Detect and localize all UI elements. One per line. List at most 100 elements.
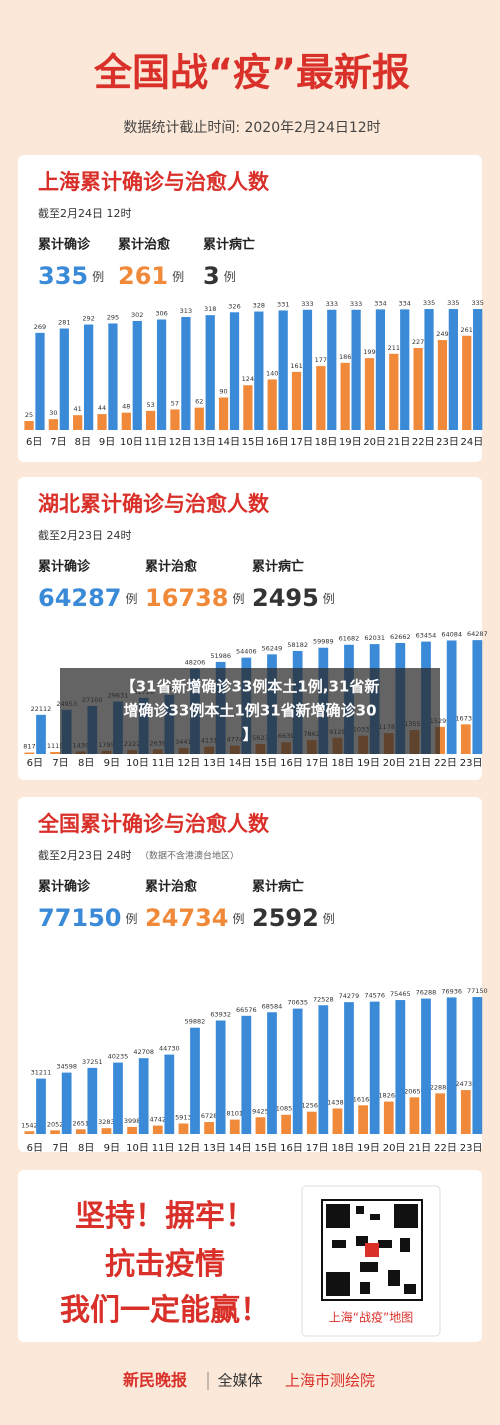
- stat-unit: 例: [172, 270, 184, 284]
- x-tick-label: 21日: [388, 437, 411, 448]
- stat-label: 累计确诊: [38, 559, 91, 575]
- value-label: 331: [277, 300, 289, 308]
- bar: [229, 1119, 240, 1134]
- bar: [181, 316, 191, 430]
- stat-value: 16738 例: [145, 584, 245, 612]
- bar: [204, 1122, 214, 1134]
- bar: [358, 1105, 368, 1134]
- bar: [255, 1117, 266, 1134]
- value-label: 15299: [430, 717, 451, 725]
- x-tick-label: 10日: [120, 437, 143, 448]
- stat-number: 2592: [252, 904, 319, 932]
- bar: [24, 1131, 35, 1134]
- bar: [383, 1101, 394, 1134]
- value-label: 281: [58, 319, 70, 327]
- value-label: 61682: [339, 635, 360, 643]
- value-label: 34598: [56, 1063, 77, 1071]
- bar: [101, 1128, 112, 1134]
- value-label: 70635: [287, 999, 308, 1007]
- value-label: 211: [388, 344, 400, 352]
- bar: [121, 412, 131, 430]
- value-label: 817: [23, 743, 35, 751]
- x-tick-label: 20日: [383, 1143, 406, 1154]
- bar: [36, 1078, 46, 1134]
- value-label: 31211: [31, 1069, 52, 1077]
- value-label: 25: [25, 411, 33, 419]
- x-tick-label: 12日: [169, 437, 192, 448]
- value-label: 68584: [262, 1002, 283, 1010]
- stat-unit: 例: [92, 270, 104, 284]
- stat-label: 累计病亡: [252, 879, 304, 895]
- stat-value: 261 例: [118, 262, 184, 290]
- value-label: 292: [82, 315, 94, 323]
- value-label: 76288: [416, 989, 437, 997]
- bar: [437, 340, 448, 430]
- x-tick-label: 23日: [436, 437, 459, 448]
- bar: [50, 1130, 60, 1134]
- x-tick-label: 19日: [357, 1143, 380, 1154]
- value-label: 3283: [98, 1118, 115, 1126]
- x-tick-label: 14日: [229, 758, 252, 769]
- x-tick-label: 15日: [254, 1143, 277, 1154]
- value-label: 44: [98, 404, 106, 412]
- stat-label: 累计治愈: [145, 559, 198, 575]
- value-label: 44730: [159, 1045, 180, 1053]
- stat-value: 64287 例: [38, 584, 138, 612]
- bar: [138, 1058, 149, 1134]
- stat-label: 累计确诊: [38, 879, 91, 895]
- footer-text: 上海市测绘院: [285, 1372, 375, 1390]
- bar: [146, 410, 156, 430]
- bar: [318, 1005, 329, 1134]
- x-tick-label: 22日: [434, 1143, 457, 1154]
- x-tick-label: 11日: [152, 1143, 175, 1154]
- bar: [132, 320, 142, 430]
- bar: [351, 309, 361, 430]
- stat-number: 335: [38, 262, 88, 290]
- stat-unit: 例: [126, 592, 138, 606]
- value-label: 54406: [236, 648, 257, 656]
- bar: [194, 407, 204, 430]
- value-label: 90: [219, 388, 227, 396]
- bar: [278, 310, 288, 430]
- bar: [446, 997, 457, 1134]
- overlay-box: [60, 668, 440, 754]
- x-tick-label: 13日: [193, 437, 216, 448]
- bar: [35, 332, 45, 430]
- value-label: 77150: [467, 987, 488, 995]
- value-label: 24734: [455, 1080, 476, 1088]
- stat-number: 24734: [145, 904, 229, 932]
- value-label: 335: [423, 299, 435, 307]
- x-tick-label: 8日: [75, 437, 91, 448]
- bar: [421, 998, 431, 1134]
- bar: [113, 1062, 123, 1134]
- value-label: 57: [171, 399, 179, 407]
- overlay-text: 】: [242, 726, 257, 744]
- x-tick-label: 7日: [52, 1143, 68, 1154]
- bar: [435, 726, 445, 754]
- value-label: 64287: [467, 630, 488, 638]
- bar: [472, 997, 483, 1134]
- chart-subtitle: 截至2月23日 24时: [38, 528, 132, 542]
- stat-unit: 例: [233, 912, 245, 926]
- bar: [327, 309, 337, 430]
- value-label: 53: [146, 401, 154, 409]
- value-label: 1542: [21, 1121, 38, 1129]
- value-label: 269: [34, 323, 46, 331]
- stat-label: 累计确诊: [38, 237, 91, 253]
- bar: [389, 353, 399, 430]
- bar: [364, 358, 375, 430]
- bar: [395, 1000, 406, 1134]
- stat-value: 335 例: [38, 262, 104, 290]
- x-tick-label: 14日: [217, 437, 240, 448]
- x-tick-label: 10日: [126, 1143, 149, 1154]
- value-label: 63454: [416, 632, 437, 640]
- x-tick-label: 16日: [280, 1143, 303, 1154]
- bar: [97, 414, 107, 430]
- x-tick-label: 21日: [408, 758, 431, 769]
- bar: [409, 1097, 420, 1134]
- bar: [75, 1129, 86, 1134]
- value-label: 74576: [364, 992, 385, 1000]
- stat-label: 累计治愈: [145, 879, 198, 895]
- value-label: 313: [180, 307, 192, 315]
